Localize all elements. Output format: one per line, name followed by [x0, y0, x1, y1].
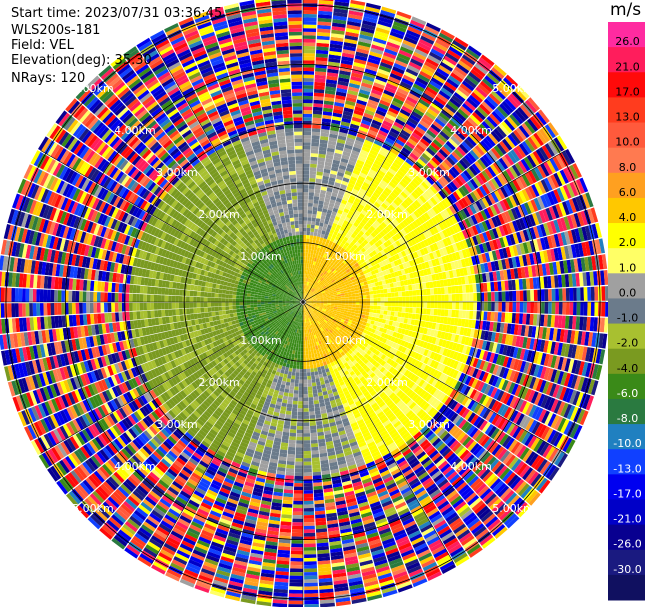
range-ring-label: 5.00km — [492, 82, 534, 95]
colorbar-swatch — [608, 474, 645, 500]
colorbar-swatch — [608, 348, 645, 375]
colorbar-swatch — [608, 449, 645, 475]
colorbar-tick-label: 2.0 — [619, 236, 637, 249]
colorbar-swatch — [608, 47, 645, 73]
colorbar-tick-label: 10.0 — [615, 136, 640, 149]
colorbar-swatch — [608, 22, 645, 48]
range-ring-label: 5.00km — [72, 502, 114, 515]
colorbar-tick-label: 6.0 — [619, 186, 637, 199]
colorbar-swatch — [608, 323, 645, 350]
colorbar-tick-label: -6.0 — [617, 387, 638, 400]
range-ring-label: 2.00km — [366, 376, 408, 389]
colorbar-swatch — [608, 172, 645, 199]
azimuth-spoke — [40, 301, 304, 454]
range-ring-label: 2.00km — [198, 208, 240, 221]
colorbar-tick-label: 0.0 — [619, 286, 637, 299]
colorbar-swatch — [608, 223, 645, 249]
colorbar-swatch — [608, 147, 645, 174]
colorbar-swatch — [608, 524, 645, 551]
azimuth-spoke — [302, 39, 455, 303]
range-ring-label: 2.00km — [198, 376, 240, 389]
range-ring-label: 4.00km — [450, 124, 492, 137]
colorbar-tick-label: 26.0 — [615, 35, 640, 48]
site-label: WLS200s-181 — [11, 23, 101, 38]
colorbar-tick-label: 13.0 — [615, 111, 640, 124]
colorbar-tick-label: -17.0 — [613, 487, 641, 500]
azimuth-spoke — [40, 150, 304, 303]
range-ring-label: 1.00km — [240, 250, 282, 263]
start-time-label: Start time: 2023/07/31 03:36:45 — [11, 6, 223, 21]
colorbar-unit: m/s — [610, 0, 642, 20]
range-ring-labels: 1.00km 1.00km 1.00km 1.00km 2.00km 2.00km 2.00… — [72, 82, 534, 515]
colorbar-swatch — [608, 424, 645, 450]
colorbar-tick-label: -13.0 — [613, 462, 641, 475]
range-ring-label: 2.00km — [366, 208, 408, 221]
colorbar-tick-label: -4.0 — [617, 362, 638, 375]
colorbar-tick-label: 21.0 — [615, 60, 640, 73]
colorbar-swatch — [608, 72, 645, 98]
colorbar-tick-label: 17.0 — [615, 85, 640, 98]
colorbar-tick-label: 1.0 — [619, 261, 637, 274]
colorbar-swatch — [608, 373, 645, 400]
range-ring-label: 4.00km — [450, 460, 492, 473]
colorbar-swatch — [608, 273, 645, 299]
colorbar-swatch — [608, 197, 645, 224]
elevation-label: Elevation(deg): 35.30 — [11, 53, 152, 68]
range-ring-label: 5.00km — [72, 82, 114, 95]
radar-gates — [0, 0, 609, 607]
colorbar-tick-label: -10.0 — [613, 437, 641, 450]
colorbar-swatch — [608, 248, 645, 274]
range-ring-label: 4.00km — [114, 124, 156, 137]
field-label: Field: VEL — [11, 38, 74, 53]
range-ring-label: 1.00km — [324, 250, 366, 263]
range-ring-label: 3.00km — [408, 166, 450, 179]
range-ring-label: 5.00km — [492, 502, 534, 515]
range-ring-label: 1.00km — [324, 334, 366, 347]
colorbar-swatch — [608, 97, 645, 124]
colorbar-tick-label: -26.0 — [613, 538, 641, 551]
azimuth-spoke — [151, 301, 304, 565]
range-ring-label: 3.00km — [408, 418, 450, 431]
nrays-label: NRays: 120 — [11, 71, 86, 86]
colorbar-tick-label: -8.0 — [617, 412, 638, 425]
colorbar-tick-label: -30.0 — [613, 563, 641, 576]
azimuth-spoke — [151, 39, 304, 303]
range-ring-label: 3.00km — [156, 166, 198, 179]
azimuth-spokes — [0, 0, 606, 605]
colorbar-swatch — [608, 398, 645, 425]
azimuth-spoke — [302, 301, 566, 454]
colorbar-tick-label: 8.0 — [619, 161, 637, 174]
colorbar-swatch — [608, 549, 645, 576]
range-ring-label: 4.00km — [114, 460, 156, 473]
colorbar-tick-label: -1.0 — [617, 312, 638, 325]
azimuth-spoke — [302, 301, 455, 565]
colorbar-tick-label: 4.0 — [619, 211, 637, 224]
colorbar-swatch — [608, 298, 645, 325]
colorbar-swatch — [608, 499, 645, 526]
range-ring-label: 3.00km — [156, 418, 198, 431]
colorbar-tick-label: -21.0 — [613, 513, 641, 526]
range-ring-label: 1.00km — [240, 334, 282, 347]
colorbar-tick-label: -2.0 — [617, 337, 638, 350]
colorbar-swatch — [608, 122, 645, 149]
azimuth-spoke — [302, 150, 566, 303]
colorbar-swatch — [608, 574, 645, 601]
